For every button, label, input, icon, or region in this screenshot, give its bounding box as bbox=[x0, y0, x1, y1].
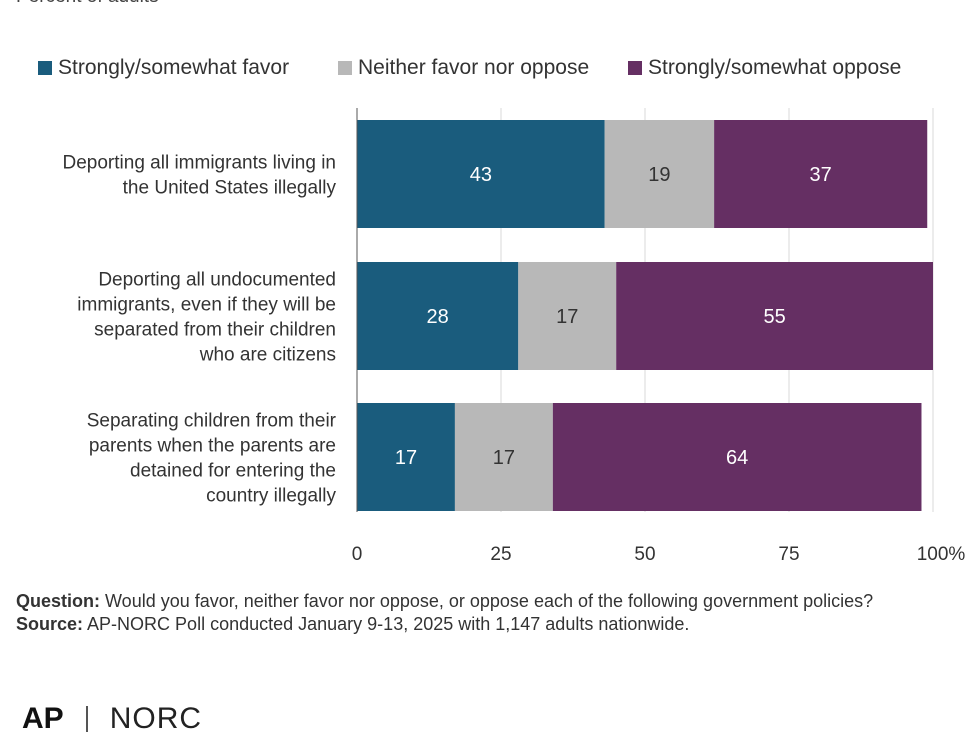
legend-item-favor: Strongly/somewhat favor bbox=[38, 56, 289, 80]
source-label: Source: bbox=[16, 614, 84, 634]
bar-segment bbox=[714, 120, 928, 228]
bar-segment bbox=[552, 403, 922, 511]
chart-subtitle: Percent of adults bbox=[16, 0, 159, 8]
legend-item-neither: Neither favor nor oppose bbox=[338, 56, 589, 80]
ap-norc-logo: AP NORC bbox=[22, 702, 203, 735]
category-label: Separating children from their parents wh… bbox=[87, 411, 337, 507]
question-text: Would you favor, neither favor nor oppos… bbox=[105, 591, 874, 611]
bar-segment bbox=[604, 120, 715, 228]
bar-segment bbox=[454, 403, 553, 511]
x-tick-label: 25 bbox=[490, 544, 511, 565]
bar-segment bbox=[357, 262, 519, 370]
chart-legend: Strongly/somewhat favor Neither favor no… bbox=[0, 56, 980, 86]
x-tick-label: 75 bbox=[778, 544, 799, 565]
bar-segment bbox=[616, 262, 933, 370]
legend-label-neither: Neither favor nor oppose bbox=[358, 56, 590, 79]
data-label: 37 bbox=[810, 164, 832, 186]
data-label: 17 bbox=[556, 306, 578, 328]
data-label: 64 bbox=[726, 447, 748, 469]
source-note: Source: AP-NORC Poll conducted January 9… bbox=[16, 613, 916, 636]
legend-item-oppose: Strongly/somewhat oppose bbox=[628, 56, 901, 80]
legend-label-favor: Strongly/somewhat favor bbox=[58, 56, 290, 79]
category-label: Deporting all undocumented immigrants, ev… bbox=[77, 270, 336, 366]
question-note: Question: Would you favor, neither favor… bbox=[16, 590, 916, 613]
source-text: AP-NORC Poll conducted January 9-13, 202… bbox=[87, 614, 690, 634]
data-label: 55 bbox=[763, 306, 785, 328]
data-label: 19 bbox=[648, 164, 670, 186]
data-label: 28 bbox=[427, 306, 449, 328]
x-tick-label: 50 bbox=[634, 544, 655, 565]
bar-segment bbox=[357, 403, 455, 511]
bar-chart: 43 19 37 Deporting all immigrants living in… bbox=[63, 108, 966, 565]
legend-swatch-favor bbox=[38, 61, 52, 75]
legend-label-oppose: Strongly/somewhat oppose bbox=[648, 56, 902, 79]
ap-logo-text: AP bbox=[22, 702, 64, 735]
logo-divider bbox=[85, 706, 88, 732]
legend-swatch-neither bbox=[338, 61, 352, 75]
data-label: 17 bbox=[395, 447, 417, 469]
x-tick-label: 100% bbox=[917, 544, 966, 565]
data-label: 43 bbox=[470, 164, 492, 186]
question-label: Question: bbox=[16, 591, 100, 611]
x-tick-label: 0 bbox=[352, 544, 363, 565]
category-label: Deporting all immigrants living in the Un… bbox=[63, 153, 337, 199]
norc-logo-text: NORC bbox=[109, 702, 203, 735]
data-label: 17 bbox=[493, 447, 515, 469]
bar-segment bbox=[518, 262, 617, 370]
bar-segment bbox=[357, 120, 605, 228]
chart-notes: Question: Would you favor, neither favor… bbox=[16, 590, 916, 636]
legend-swatch-oppose bbox=[628, 61, 642, 75]
